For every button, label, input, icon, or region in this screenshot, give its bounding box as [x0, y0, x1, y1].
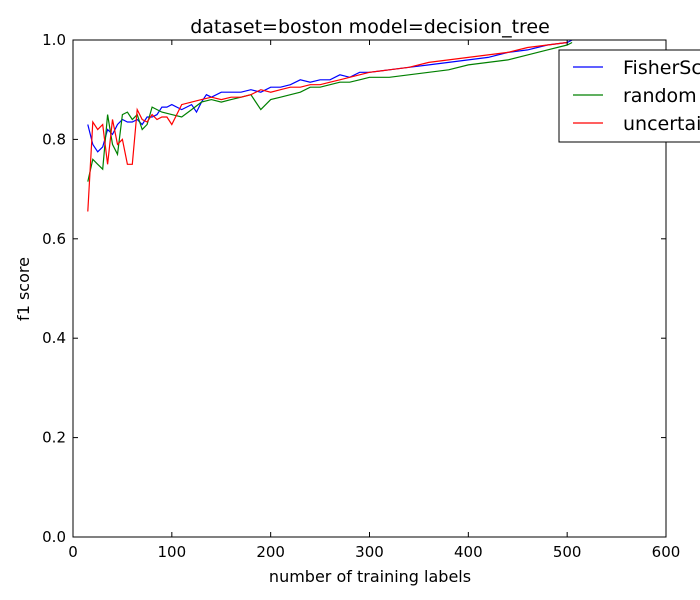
y-tick-label: 1.0: [42, 31, 66, 49]
y-tick-label: 0.6: [42, 230, 66, 248]
legend-box: [558, 49, 700, 143]
series-line-2: [87, 41, 568, 212]
y-axis-label: f1 score: [14, 257, 33, 321]
y-tick-label: 0.8: [42, 130, 66, 148]
y-tick-label: 0.2: [42, 429, 66, 447]
x-tick-label: 600: [652, 543, 681, 561]
y-tick-label: 0.0: [42, 528, 66, 546]
series-layer: [87, 39, 573, 212]
legend-label-2: uncertainty: [623, 113, 700, 135]
x-tick-label: 400: [454, 543, 483, 561]
x-tick-label: 500: [553, 543, 582, 561]
legend-label-0: FisherScore: [623, 57, 700, 79]
series-line-0: [87, 39, 573, 153]
y-tick-label: 0.4: [42, 329, 66, 347]
x-tick-label: 300: [355, 543, 384, 561]
x-axis-label: number of training labels: [269, 567, 471, 586]
legend: FisherScore random uncertainty: [558, 49, 700, 143]
plot-frame: [72, 39, 667, 538]
x-tick-label: 100: [158, 543, 187, 561]
x-tick-label: 200: [256, 543, 285, 561]
x-tick-label: 0: [68, 543, 78, 561]
chart-title: dataset=boston model=decision_tree: [190, 16, 550, 38]
ticks-layer: 0 100 200 300 400 500 600 0.0 0.2 0.4 0.6 0.8 1.0: [42, 31, 680, 561]
legend-label-1: random: [623, 85, 697, 107]
